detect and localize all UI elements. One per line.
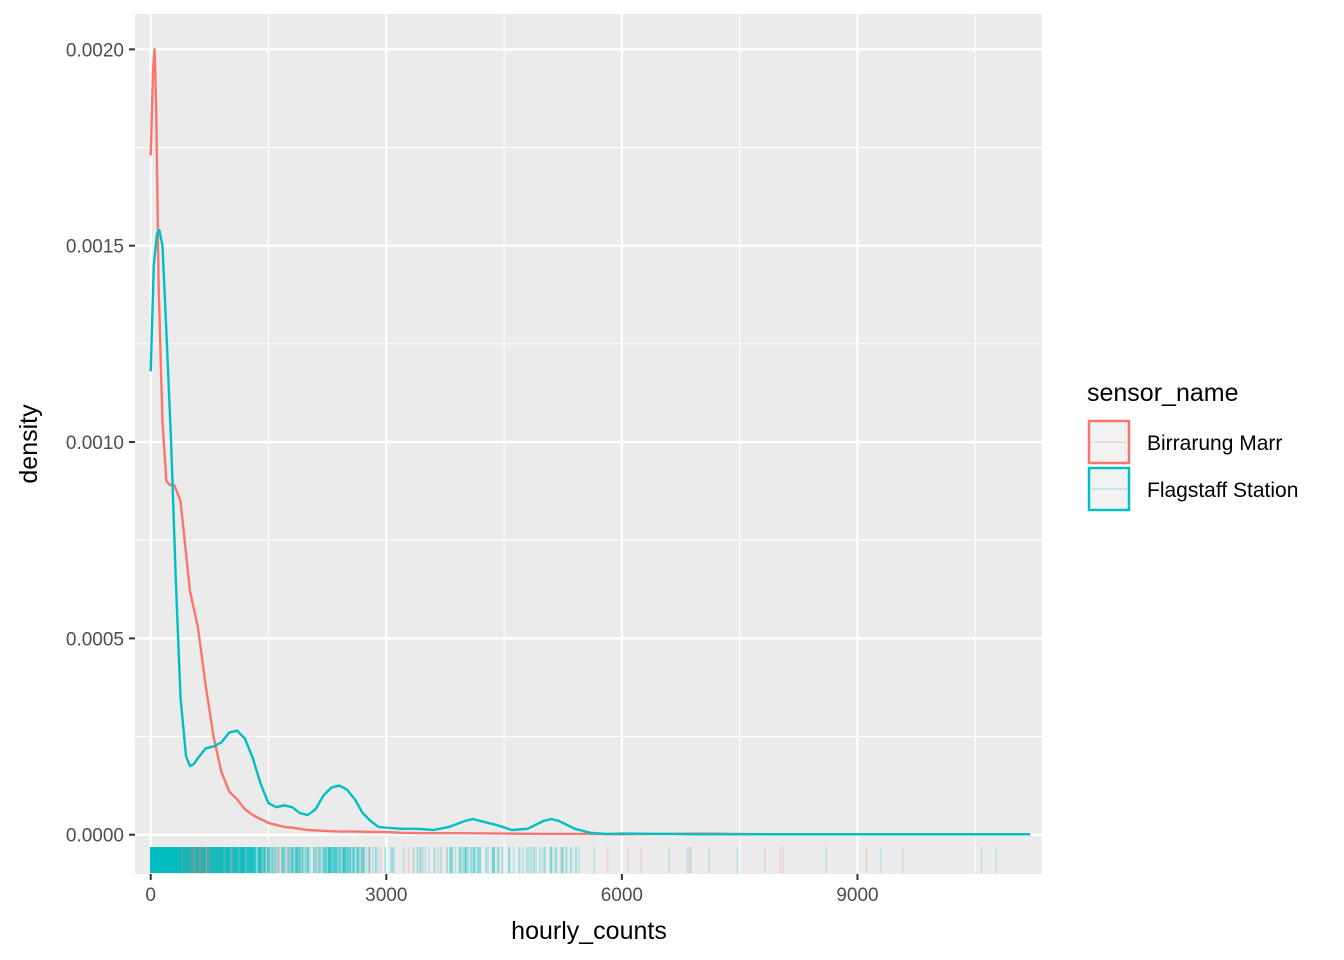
y-tick-label: 0.0000 — [66, 826, 124, 847]
legend-label-birrarung-marr: Birrarung Marr — [1147, 432, 1282, 455]
plot-panel — [135, 14, 1042, 874]
x-tick-label: 3000 — [365, 885, 407, 906]
y-tick-label: 0.0005 — [66, 629, 124, 650]
rug-marks — [149, 847, 998, 873]
minor-grid — [135, 14, 1042, 874]
y-tick-label: 0.0020 — [66, 40, 124, 61]
legend-key-flagstaff-station — [1087, 466, 1131, 512]
x-tick-label: 0 — [145, 885, 156, 906]
density-line-flagstaff-station — [149, 228, 1031, 836]
y-axis: 0.0000 0.0005 0.0010 0.0015 0.0020 — [66, 40, 135, 847]
y-tick-label: 0.0010 — [66, 433, 124, 454]
legend-title: sensor_name — [1087, 379, 1238, 407]
x-tick-label: 9000 — [836, 885, 878, 906]
y-axis-title: density — [15, 404, 43, 484]
x-axis: 0 3000 6000 9000 — [145, 874, 879, 906]
y-tick-label: 0.0015 — [66, 237, 124, 258]
x-axis-title: hourly_counts — [511, 917, 667, 945]
density-line-birrarung-marr — [149, 48, 1031, 836]
x-tick-label: 6000 — [601, 885, 643, 906]
legend-key-birrarung-marr — [1087, 419, 1131, 465]
legend-item-flagstaff-station: Flagstaff Station — [1087, 466, 1298, 512]
density-curves — [149, 48, 1031, 836]
legend-label-flagstaff-station: Flagstaff Station — [1147, 479, 1298, 502]
legend-item-birrarung-marr: Birrarung Marr — [1087, 419, 1282, 465]
legend: sensor_name Birrarung Marr Flagstaff Sta… — [1087, 379, 1298, 512]
